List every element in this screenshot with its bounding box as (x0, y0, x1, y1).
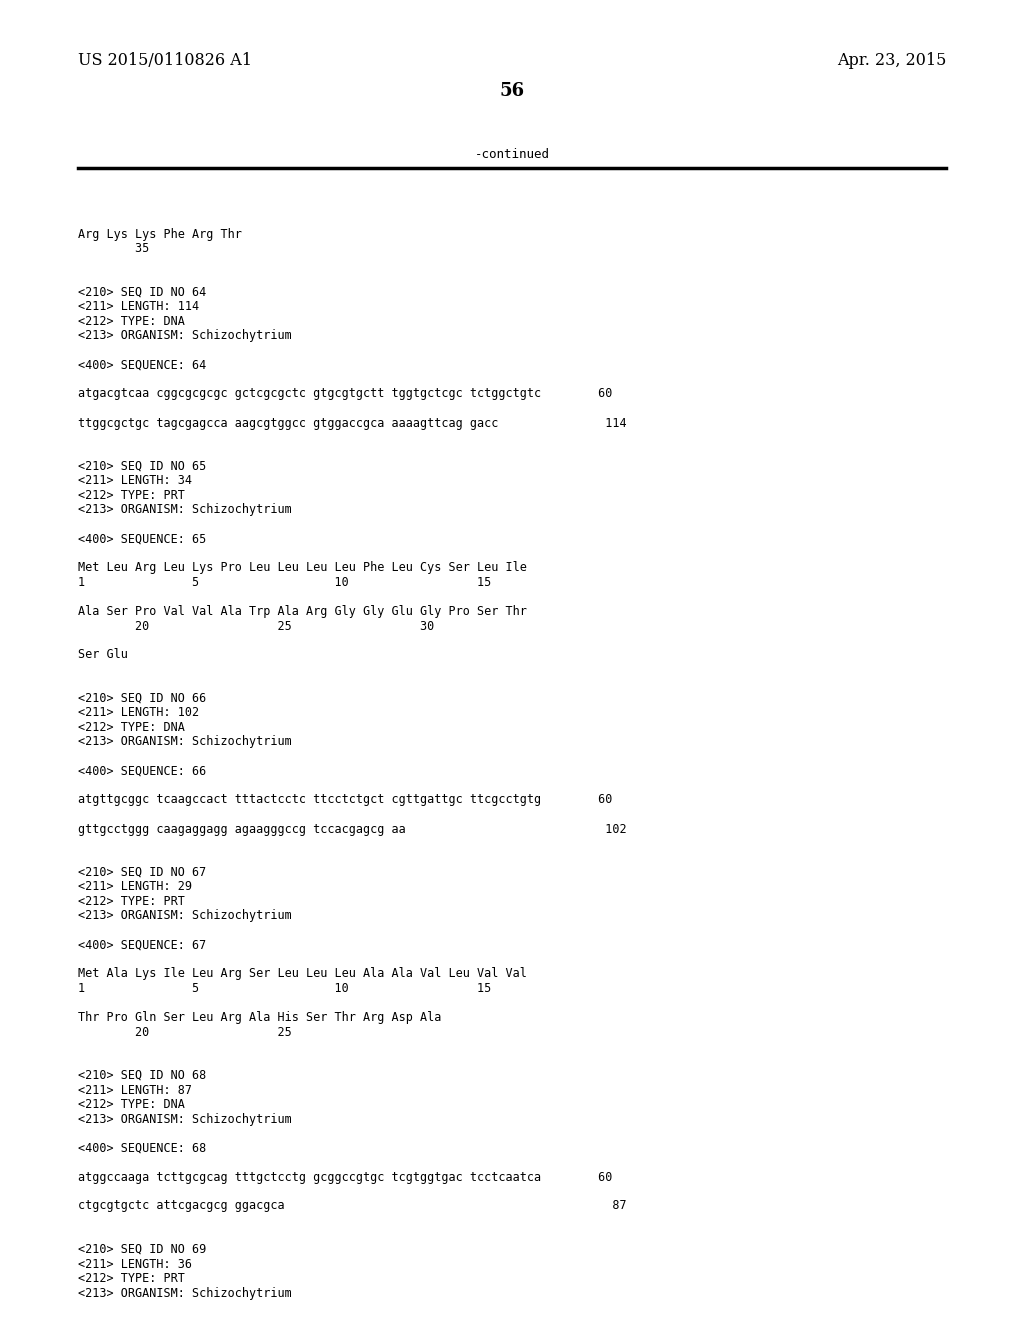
Text: -continued: -continued (474, 148, 550, 161)
Text: ctgcgtgctc attcgacgcg ggacgca                                              87: ctgcgtgctc attcgacgcg ggacgca 87 (78, 1200, 627, 1213)
Text: <212> TYPE: PRT: <212> TYPE: PRT (78, 488, 185, 502)
Text: <400> SEQUENCE: 66: <400> SEQUENCE: 66 (78, 764, 206, 777)
Text: <213> ORGANISM: Schizochytrium: <213> ORGANISM: Schizochytrium (78, 330, 292, 342)
Text: <211> LENGTH: 34: <211> LENGTH: 34 (78, 474, 193, 487)
Text: <210> SEQ ID NO 69: <210> SEQ ID NO 69 (78, 1243, 206, 1257)
Text: <211> LENGTH: 102: <211> LENGTH: 102 (78, 706, 199, 719)
Text: 20                  25: 20 25 (78, 1026, 292, 1039)
Text: <213> ORGANISM: Schizochytrium: <213> ORGANISM: Schizochytrium (78, 735, 292, 748)
Text: Ser Glu: Ser Glu (78, 648, 128, 661)
Text: <213> ORGANISM: Schizochytrium: <213> ORGANISM: Schizochytrium (78, 503, 292, 516)
Text: Met Leu Arg Leu Lys Pro Leu Leu Leu Leu Phe Leu Cys Ser Leu Ile: Met Leu Arg Leu Lys Pro Leu Leu Leu Leu … (78, 561, 527, 574)
Text: <212> TYPE: DNA: <212> TYPE: DNA (78, 1098, 185, 1111)
Text: US 2015/0110826 A1: US 2015/0110826 A1 (78, 51, 252, 69)
Text: <210> SEQ ID NO 68: <210> SEQ ID NO 68 (78, 1069, 206, 1082)
Text: <212> TYPE: PRT: <212> TYPE: PRT (78, 1272, 185, 1284)
Text: Apr. 23, 2015: Apr. 23, 2015 (837, 51, 946, 69)
Text: Arg Lys Lys Phe Arg Thr: Arg Lys Lys Phe Arg Thr (78, 228, 242, 242)
Text: <211> LENGTH: 36: <211> LENGTH: 36 (78, 1258, 193, 1270)
Text: atgacgtcaa cggcgcgcgc gctcgcgctc gtgcgtgctt tggtgctcgc tctggctgtc        60: atgacgtcaa cggcgcgcgc gctcgcgctc gtgcgtg… (78, 388, 612, 400)
Text: <400> SEQUENCE: 67: <400> SEQUENCE: 67 (78, 939, 206, 952)
Text: <400> SEQUENCE: 64: <400> SEQUENCE: 64 (78, 359, 206, 371)
Text: gttgcctggg caagaggagg agaagggccg tccacgagcg aa                            102: gttgcctggg caagaggagg agaagggccg tccacga… (78, 822, 627, 836)
Text: <400> SEQUENCE: 68: <400> SEQUENCE: 68 (78, 1142, 206, 1155)
Text: atggccaaga tcttgcgcag tttgctcctg gcggccgtgc tcgtggtgac tcctcaatca        60: atggccaaga tcttgcgcag tttgctcctg gcggccg… (78, 1171, 612, 1184)
Text: <212> TYPE: DNA: <212> TYPE: DNA (78, 721, 185, 734)
Text: 56: 56 (500, 82, 524, 100)
Text: <211> LENGTH: 114: <211> LENGTH: 114 (78, 301, 199, 314)
Text: 1               5                   10                  15: 1 5 10 15 (78, 576, 492, 589)
Text: <400> SEQUENCE: 65: <400> SEQUENCE: 65 (78, 532, 206, 545)
Text: Ala Ser Pro Val Val Ala Trp Ala Arg Gly Gly Glu Gly Pro Ser Thr: Ala Ser Pro Val Val Ala Trp Ala Arg Gly … (78, 605, 527, 618)
Text: 1               5                   10                  15: 1 5 10 15 (78, 982, 492, 995)
Text: <210> SEQ ID NO 67: <210> SEQ ID NO 67 (78, 866, 206, 879)
Text: <210> SEQ ID NO 66: <210> SEQ ID NO 66 (78, 692, 206, 705)
Text: atgttgcggc tcaagccact tttactcctc ttcctctgct cgttgattgc ttcgcctgtg        60: atgttgcggc tcaagccact tttactcctc ttcctct… (78, 793, 612, 807)
Text: 35: 35 (78, 243, 150, 256)
Text: 20                  25                  30: 20 25 30 (78, 619, 434, 632)
Text: <213> ORGANISM: Schizochytrium: <213> ORGANISM: Schizochytrium (78, 1113, 292, 1126)
Text: <213> ORGANISM: Schizochytrium: <213> ORGANISM: Schizochytrium (78, 909, 292, 923)
Text: Met Ala Lys Ile Leu Arg Ser Leu Leu Leu Ala Ala Val Leu Val Val: Met Ala Lys Ile Leu Arg Ser Leu Leu Leu … (78, 968, 527, 981)
Text: <212> TYPE: DNA: <212> TYPE: DNA (78, 315, 185, 327)
Text: <210> SEQ ID NO 64: <210> SEQ ID NO 64 (78, 286, 206, 300)
Text: ttggcgctgc tagcgagcca aagcgtggcc gtggaccgca aaaagttcag gacc               114: ttggcgctgc tagcgagcca aagcgtggcc gtggacc… (78, 417, 627, 429)
Text: <211> LENGTH: 87: <211> LENGTH: 87 (78, 1084, 193, 1097)
Text: <212> TYPE: PRT: <212> TYPE: PRT (78, 895, 185, 908)
Text: Thr Pro Gln Ser Leu Arg Ala His Ser Thr Arg Asp Ala: Thr Pro Gln Ser Leu Arg Ala His Ser Thr … (78, 1011, 441, 1024)
Text: <213> ORGANISM: Schizochytrium: <213> ORGANISM: Schizochytrium (78, 1287, 292, 1299)
Text: <211> LENGTH: 29: <211> LENGTH: 29 (78, 880, 193, 894)
Text: <210> SEQ ID NO 65: <210> SEQ ID NO 65 (78, 459, 206, 473)
